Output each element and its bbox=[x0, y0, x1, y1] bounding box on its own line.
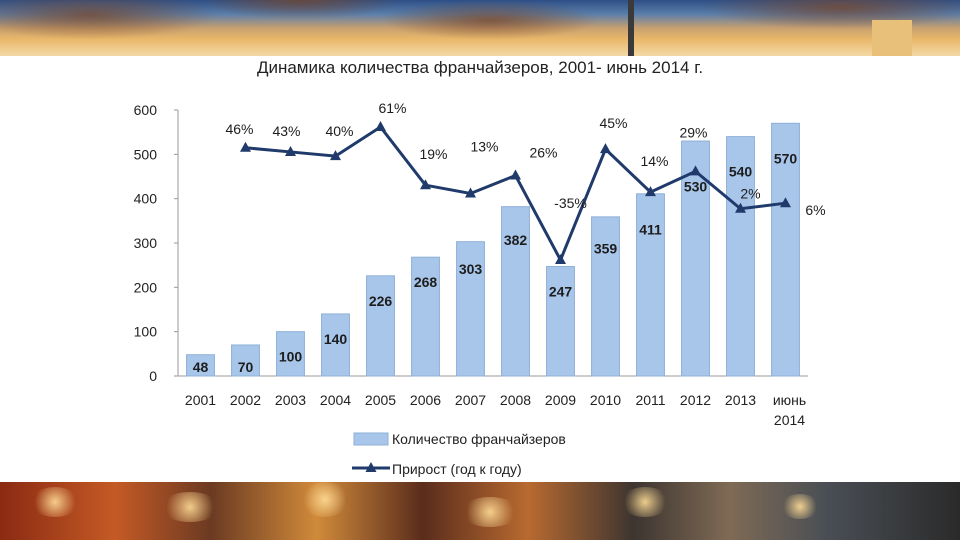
x-tick-label-line2: 2014 bbox=[774, 412, 805, 428]
growth-marker bbox=[510, 169, 521, 180]
bar bbox=[321, 313, 350, 377]
growth-value-label: 61% bbox=[378, 100, 406, 116]
growth-marker bbox=[375, 121, 386, 131]
x-tick-label: 2006 bbox=[410, 392, 441, 408]
y-tick-label: 0 bbox=[149, 368, 157, 384]
growth-value-label: 6% bbox=[805, 202, 825, 218]
growth-value-label: 29% bbox=[679, 124, 707, 140]
x-tick-label: 2002 bbox=[230, 392, 261, 408]
bar bbox=[366, 275, 395, 377]
growth-marker bbox=[780, 197, 791, 208]
bar-value-label: 247 bbox=[549, 283, 573, 299]
growth-value-label: 40% bbox=[325, 123, 353, 139]
growth-value-label: 19% bbox=[419, 146, 447, 162]
y-tick-label: 500 bbox=[134, 146, 158, 162]
chart-title: Динамика количества франчайзеров, 2001- … bbox=[256, 58, 704, 77]
legend-line-label: Прирост (год к году) bbox=[392, 461, 522, 477]
bar-value-label: 70 bbox=[238, 359, 254, 375]
bar bbox=[276, 331, 305, 377]
bar-value-label: 226 bbox=[369, 293, 393, 309]
growth-value-label: 14% bbox=[640, 153, 668, 169]
bar bbox=[501, 206, 530, 377]
bar bbox=[411, 256, 440, 377]
growth-value-label: -35% bbox=[554, 195, 587, 211]
x-tick-label: 2012 bbox=[680, 392, 711, 408]
growth-marker bbox=[690, 165, 701, 176]
growth-marker bbox=[600, 143, 611, 154]
bar-value-label: 382 bbox=[504, 232, 528, 248]
bar bbox=[456, 241, 485, 377]
bar-value-label: 303 bbox=[459, 261, 483, 277]
x-tick-label: 2001 bbox=[185, 392, 216, 408]
growth-marker bbox=[240, 141, 251, 152]
growth-marker bbox=[645, 186, 656, 197]
x-tick-label-line1: июнь bbox=[773, 392, 806, 408]
growth-marker bbox=[420, 179, 431, 190]
x-tick-label: 2008 bbox=[500, 392, 531, 408]
growth-marker bbox=[555, 254, 566, 264]
y-tick-label: 300 bbox=[134, 235, 158, 251]
bar-value-label: 48 bbox=[193, 359, 209, 375]
y-tick-label: 400 bbox=[134, 191, 158, 207]
y-tick-label: 600 bbox=[134, 102, 158, 118]
growth-marker bbox=[330, 150, 341, 161]
y-tick-label: 200 bbox=[134, 279, 158, 295]
growth-value-label: 45% bbox=[599, 115, 627, 131]
x-tick-label: 2005 bbox=[365, 392, 396, 408]
y-tick-label: 100 bbox=[134, 324, 158, 340]
legend-bar-swatch bbox=[353, 432, 389, 446]
x-tick-label: 2011 bbox=[635, 392, 665, 408]
growth-marker bbox=[465, 187, 476, 198]
bar-value-label: 268 bbox=[414, 274, 438, 290]
bar-value-label: 100 bbox=[279, 349, 303, 365]
bar-value-label: 140 bbox=[324, 331, 348, 347]
bar-value-label: 570 bbox=[774, 150, 798, 166]
growth-value-label: 46% bbox=[225, 121, 253, 137]
bar bbox=[546, 265, 575, 377]
legend-line-marker bbox=[365, 462, 377, 472]
bar bbox=[591, 216, 620, 377]
top-banner-photo bbox=[0, 0, 960, 56]
growth-value-label: 43% bbox=[272, 123, 300, 139]
bar-value-label: 411 bbox=[639, 222, 662, 238]
bar-value-label: 540 bbox=[729, 164, 753, 180]
bar bbox=[636, 193, 665, 377]
bar bbox=[231, 344, 260, 377]
growth-value-label: 26% bbox=[529, 144, 557, 160]
bottom-banner-photo bbox=[0, 482, 960, 540]
bar bbox=[186, 354, 215, 377]
bar-value-label: 530 bbox=[684, 178, 708, 194]
growth-marker bbox=[285, 145, 296, 156]
x-tick-label: 2010 bbox=[590, 392, 621, 408]
x-tick-label: 2007 bbox=[455, 392, 486, 408]
x-tick-label: 2009 bbox=[545, 392, 576, 408]
growth-value-label: 13% bbox=[470, 139, 498, 155]
building-silhouette bbox=[872, 20, 912, 56]
x-tick-label: 2003 bbox=[275, 392, 306, 408]
growth-value-label: 2% bbox=[740, 186, 760, 202]
legend-bar-label: Количество франчайзеров bbox=[392, 431, 566, 447]
bar bbox=[771, 122, 800, 377]
x-tick-label: 2004 bbox=[320, 392, 351, 408]
growth-marker bbox=[735, 202, 746, 213]
bar bbox=[726, 136, 755, 377]
tower-silhouette bbox=[628, 0, 634, 56]
x-tick-label: 2013 bbox=[725, 392, 756, 408]
bar-value-label: 359 bbox=[594, 240, 618, 256]
